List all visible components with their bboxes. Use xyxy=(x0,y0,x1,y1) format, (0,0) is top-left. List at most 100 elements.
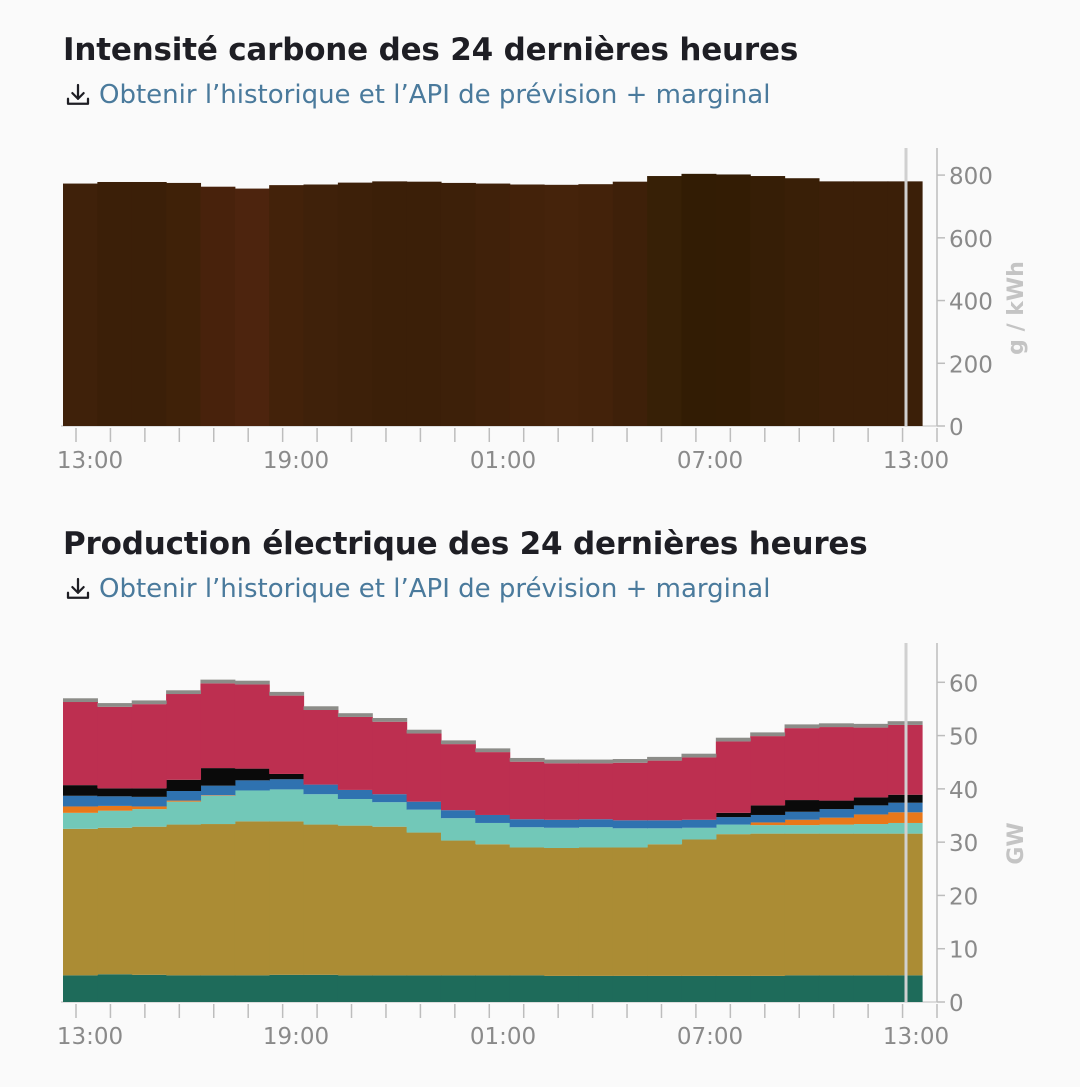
production-segment[interactable] xyxy=(475,814,511,823)
production-segment[interactable] xyxy=(269,974,305,1002)
production-segment[interactable] xyxy=(578,847,614,976)
production-segment[interactable] xyxy=(234,790,270,822)
production-segment[interactable] xyxy=(853,723,889,728)
production-segment[interactable] xyxy=(475,975,511,1002)
production-segment[interactable] xyxy=(578,759,614,764)
production-segment[interactable] xyxy=(372,802,408,827)
production-segment[interactable] xyxy=(784,800,820,812)
production-segment[interactable] xyxy=(475,748,511,753)
production-segment[interactable] xyxy=(63,806,98,813)
production-segment[interactable] xyxy=(63,698,98,703)
production-segment[interactable] xyxy=(337,825,373,976)
production-segment[interactable] xyxy=(372,721,408,795)
production-segment[interactable] xyxy=(131,809,167,827)
production-segment[interactable] xyxy=(200,785,236,796)
production-segment[interactable] xyxy=(509,761,545,820)
carbon-bar[interactable] xyxy=(509,184,545,427)
carbon-bar[interactable] xyxy=(681,173,717,426)
production-segment[interactable] xyxy=(681,827,717,840)
production-segment[interactable] xyxy=(544,759,579,764)
production-segment[interactable] xyxy=(131,826,167,975)
production-segment[interactable] xyxy=(166,779,202,791)
production-segment[interactable] xyxy=(715,817,751,825)
production-segment[interactable] xyxy=(818,975,854,1002)
production-segment[interactable] xyxy=(784,833,820,976)
production-segment[interactable] xyxy=(269,779,305,790)
production-segment[interactable] xyxy=(544,763,579,820)
carbon-bar[interactable] xyxy=(853,181,889,426)
production-segment[interactable] xyxy=(372,826,408,976)
production-segment[interactable] xyxy=(303,706,339,711)
production-segment[interactable] xyxy=(234,684,270,769)
production-segment[interactable] xyxy=(681,975,717,1002)
production-segment[interactable] xyxy=(853,975,889,1002)
carbon-bar[interactable] xyxy=(475,183,511,426)
production-segment[interactable] xyxy=(715,834,751,976)
production-segment[interactable] xyxy=(63,795,98,807)
production-segment[interactable] xyxy=(406,975,442,1002)
production-segment[interactable] xyxy=(612,762,648,821)
production-segment[interactable] xyxy=(750,975,786,1002)
production-segment[interactable] xyxy=(647,828,683,845)
carbon-intensity-chart[interactable]: 0 200 400 600 800 g / kWh 13:00 19:00 01:00 07:00… xyxy=(0,0,1080,480)
production-segment[interactable] xyxy=(337,713,373,717)
production-segment[interactable] xyxy=(131,704,167,789)
production-segment[interactable] xyxy=(647,975,683,1002)
production-segment[interactable] xyxy=(200,975,236,1002)
production-segment[interactable] xyxy=(784,825,820,834)
production-segment[interactable] xyxy=(509,975,545,1002)
production-segment[interactable] xyxy=(612,847,648,976)
production-segment[interactable] xyxy=(784,728,820,801)
production-segment[interactable] xyxy=(337,716,373,790)
production-segment[interactable] xyxy=(853,805,889,815)
production-segment[interactable] xyxy=(131,700,167,705)
production-segment[interactable] xyxy=(612,820,648,829)
production-segment[interactable] xyxy=(166,690,202,695)
production-segment[interactable] xyxy=(303,974,339,1002)
production-segment[interactable] xyxy=(818,723,854,728)
production-segment[interactable] xyxy=(97,703,133,707)
carbon-bar[interactable] xyxy=(372,181,408,426)
production-segment[interactable] xyxy=(784,811,820,820)
production-segment[interactable] xyxy=(131,796,167,807)
production-segment[interactable] xyxy=(234,780,270,791)
production-segment[interactable] xyxy=(97,810,133,828)
production-segment[interactable] xyxy=(406,729,442,734)
carbon-bar[interactable] xyxy=(269,185,305,426)
production-segment[interactable] xyxy=(131,788,167,797)
production-segment[interactable] xyxy=(440,818,476,841)
carbon-bar[interactable] xyxy=(784,178,820,426)
production-segment[interactable] xyxy=(750,814,786,823)
production-segment[interactable] xyxy=(440,740,476,745)
production-segment[interactable] xyxy=(131,974,167,1002)
production-segment[interactable] xyxy=(97,805,133,811)
production-segment[interactable] xyxy=(784,724,820,729)
carbon-bar[interactable] xyxy=(97,181,133,426)
production-segment[interactable] xyxy=(63,975,98,1002)
production-segment[interactable] xyxy=(544,848,579,976)
production-segment[interactable] xyxy=(475,752,511,815)
carbon-bar[interactable] xyxy=(818,181,854,426)
production-segment[interactable] xyxy=(63,785,98,796)
production-segment[interactable] xyxy=(337,798,373,826)
production-segment[interactable] xyxy=(715,975,751,1002)
production-segment[interactable] xyxy=(647,760,683,821)
production-segment[interactable] xyxy=(406,809,442,833)
production-segment[interactable] xyxy=(750,833,786,976)
production-segment[interactable] xyxy=(612,759,648,763)
production-segment[interactable] xyxy=(269,691,305,696)
production-segment[interactable] xyxy=(715,812,751,818)
production-segment[interactable] xyxy=(853,727,889,798)
production-segment[interactable] xyxy=(715,824,751,835)
production-segment[interactable] xyxy=(97,706,133,789)
carbon-bar[interactable] xyxy=(440,182,476,426)
production-segment[interactable] xyxy=(440,840,476,976)
carbon-bar[interactable] xyxy=(715,174,751,426)
production-segment[interactable] xyxy=(200,795,236,796)
production-segment[interactable] xyxy=(818,833,854,976)
production-segment[interactable] xyxy=(97,827,133,975)
production-segment[interactable] xyxy=(544,819,579,828)
production-segment[interactable] xyxy=(234,821,270,976)
production-segment[interactable] xyxy=(97,974,133,1002)
production-segment[interactable] xyxy=(166,975,202,1002)
